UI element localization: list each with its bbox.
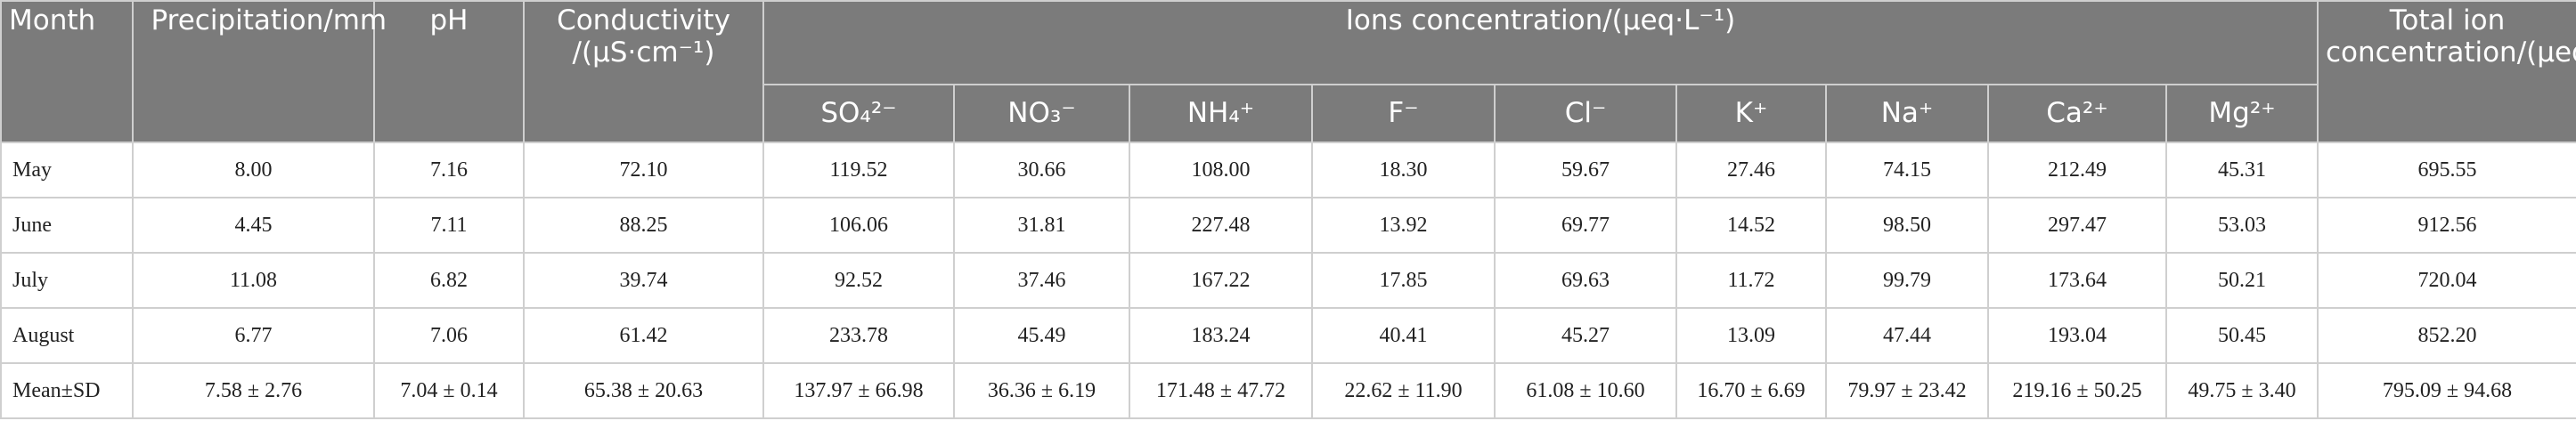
ion-header: K⁺ (1675, 84, 1827, 143)
table-cell: 167.22 (1129, 252, 1313, 309)
table-cell: 36.36 ± 6.19 (953, 362, 1130, 419)
ion-header: F⁻ (1311, 84, 1496, 143)
row-label: July (0, 252, 134, 309)
ion-header: Ca²⁺ (1987, 84, 2167, 143)
table-cell: 183.24 (1129, 307, 1313, 364)
table-cell: 233.78 (762, 307, 955, 364)
table-cell: 13.09 (1675, 307, 1827, 364)
table-cell: 173.64 (1987, 252, 2167, 309)
table-cell: 6.82 (373, 252, 525, 309)
table-cell: 912.56 (2317, 197, 2576, 254)
row-label: June (0, 197, 134, 254)
header-text: Conductivity /(μS·cm⁻¹) (557, 4, 730, 69)
table-cell: 69.63 (1494, 252, 1677, 309)
column-header: Month (0, 0, 134, 143)
table-cell: 297.47 (1987, 197, 2167, 254)
table-cell: 7.06 (373, 307, 525, 364)
table-cell: 79.97 ± 23.42 (1825, 362, 1989, 419)
ion-header: Na⁺ (1825, 84, 1989, 143)
table-cell: 17.85 (1311, 252, 1496, 309)
table-cell: 49.75 ± 3.40 (2165, 362, 2319, 419)
table-cell: 137.97 ± 66.98 (762, 362, 955, 419)
ion-header: SO₄²⁻ (762, 84, 955, 143)
ion-header: NH₄⁺ (1129, 84, 1313, 143)
table-cell: 106.06 (762, 197, 955, 254)
ion-header: Mg²⁺ (2165, 84, 2319, 143)
header-text: Month (9, 4, 96, 36)
table-cell: 13.92 (1311, 197, 1496, 254)
table-cell: 7.16 (373, 142, 525, 198)
table-cell: 31.81 (953, 197, 1130, 254)
table-cell: 45.31 (2165, 142, 2319, 198)
table-cell: 212.49 (1987, 142, 2167, 198)
header-text: pH (429, 4, 469, 36)
table-cell: 219.16 ± 50.25 (1987, 362, 2167, 419)
table-cell: 37.46 (953, 252, 1130, 309)
table-cell: 88.25 (523, 197, 764, 254)
table-cell: 108.00 (1129, 142, 1313, 198)
table-cell: 720.04 (2317, 252, 2576, 309)
table-cell: 8.00 (132, 142, 375, 198)
ion-header: NO₃⁻ (953, 84, 1130, 143)
table-cell: 72.10 (523, 142, 764, 198)
table-cell: 11.08 (132, 252, 375, 309)
table-cell: 98.50 (1825, 197, 1989, 254)
table-cell: 39.74 (523, 252, 764, 309)
table-cell: 99.79 (1825, 252, 1989, 309)
column-header: pH (373, 0, 525, 143)
table-cell: 59.67 (1494, 142, 1677, 198)
table-cell: 119.52 (762, 142, 955, 198)
row-label: Mean±SD (0, 362, 134, 419)
row-label: August (0, 307, 134, 364)
ion-header: Cl⁻ (1494, 84, 1677, 143)
table-cell: 65.38 ± 20.63 (523, 362, 764, 419)
table-row: June 4.45 7.11 88.25 106.06 31.81 227.48 13.92 6… (0, 197, 2576, 254)
table-cell: 50.21 (2165, 252, 2319, 309)
table-cell: 227.48 (1129, 197, 1313, 254)
table-cell: 11.72 (1675, 252, 1827, 309)
table-cell: 695.55 (2317, 142, 2576, 198)
column-header: Total ion concentration/(μeq·L⁻¹) (2317, 0, 2576, 143)
header-text: Precipitation/mm (151, 4, 387, 36)
table-cell: 14.52 (1675, 197, 1827, 254)
table-cell: 69.77 (1494, 197, 1677, 254)
table-cell: 61.08 ± 10.60 (1494, 362, 1677, 419)
table-row: August 6.77 7.06 61.42 233.78 45.49 183.24 40.4… (0, 307, 2576, 364)
table-cell: 27.46 (1675, 142, 1827, 198)
table-cell: 40.41 (1311, 307, 1496, 364)
table-cell: 193.04 (1987, 307, 2167, 364)
column-header: Precipitation/mm (132, 0, 387, 143)
table-cell: 45.27 (1494, 307, 1677, 364)
table-cell: 47.44 (1825, 307, 1989, 364)
table-cell: 6.77 (132, 307, 375, 364)
column-header: Ions concentration/(μeq·L⁻¹) (762, 0, 2319, 85)
table-cell: 50.45 (2165, 307, 2319, 364)
table-row: May 8.00 7.16 72.10 119.52 30.66 108.00 18.30 59… (0, 142, 2576, 198)
header-text: Total ion concentration/(μeq·L⁻¹) (2326, 4, 2576, 69)
table-cell: 45.49 (953, 307, 1130, 364)
table-cell: 18.30 (1311, 142, 1496, 198)
table-cell: 4.45 (132, 197, 375, 254)
table-cell: 30.66 (953, 142, 1130, 198)
table-row: Mean±SD 7.58 ± 2.76 7.04 ± 0.14 65.38 ± 20.… (0, 362, 2576, 419)
table-cell: 7.58 ± 2.76 (132, 362, 375, 419)
table-cell: 92.52 (762, 252, 955, 309)
table-cell: 22.62 ± 11.90 (1311, 362, 1496, 419)
table-cell: 74.15 (1825, 142, 1989, 198)
table-cell: 16.70 ± 6.69 (1675, 362, 1827, 419)
table-cell: 53.03 (2165, 197, 2319, 254)
table-cell: 171.48 ± 47.72 (1129, 362, 1313, 419)
table-cell: 7.11 (373, 197, 525, 254)
data-table: Month Precipitation/mm pH Conductivity /(μS… (0, 0, 2576, 419)
header-text: Ions concentration/(μeq·L⁻¹) (1345, 4, 1736, 36)
column-header: Conductivity /(μS·cm⁻¹) (523, 0, 764, 143)
table-cell: 7.04 ± 0.14 (373, 362, 525, 419)
table-cell: 795.09 ± 94.68 (2317, 362, 2576, 419)
table-cell: 852.20 (2317, 307, 2576, 364)
row-label: May (0, 142, 134, 198)
table-cell: 61.42 (523, 307, 764, 364)
table-row: July 11.08 6.82 39.74 92.52 37.46 167.22 17.85 6… (0, 252, 2576, 309)
